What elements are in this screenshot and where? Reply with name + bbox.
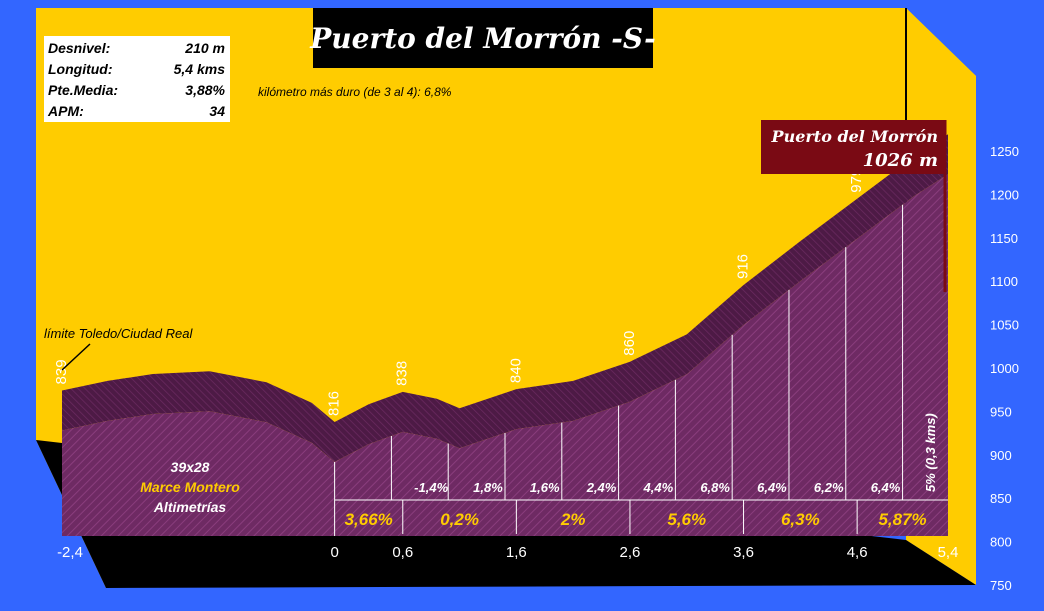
y-tick-label: 1050 bbox=[990, 318, 1019, 333]
km-gradient-label: 6,2% bbox=[814, 480, 844, 495]
km-gradient-label: 1,6% bbox=[530, 480, 560, 495]
y-tick-label: 1150 bbox=[990, 231, 1018, 246]
stats-box bbox=[44, 36, 230, 122]
stat-value: 3,88% bbox=[185, 82, 225, 98]
profile-front-face bbox=[62, 174, 948, 537]
y-tick-label: 800 bbox=[990, 535, 1012, 550]
y-tick-label: 950 bbox=[990, 404, 1012, 419]
y-tick-label: 1200 bbox=[990, 187, 1019, 202]
summit-name: Puerto del Morrón bbox=[771, 127, 938, 146]
km-gradient-label: 6,4% bbox=[757, 480, 787, 495]
section-gradient-label: 3,66% bbox=[345, 510, 393, 529]
summit-box bbox=[761, 120, 945, 174]
stat-label: Pte.Media: bbox=[48, 82, 118, 98]
altitude-label: 839 bbox=[53, 359, 70, 384]
km-gradient-label: -1,4% bbox=[414, 480, 448, 495]
section-gradient-label: 5,6% bbox=[667, 510, 706, 529]
y-tick-label: 1000 bbox=[990, 361, 1019, 376]
stat-value: 5,4 kms bbox=[174, 61, 226, 77]
stat-value: 34 bbox=[209, 103, 225, 119]
stat-label: APM: bbox=[47, 103, 84, 119]
stat-label: Longitud: bbox=[48, 61, 113, 77]
x-tick-label: 2,6 bbox=[620, 544, 641, 561]
altitude-label: 840 bbox=[507, 358, 524, 383]
km-gradient-label: 2,4% bbox=[586, 480, 617, 495]
y-tick-label: 850 bbox=[990, 491, 1012, 506]
x-tick-label: 1,6 bbox=[506, 544, 527, 561]
boundary-pointer bbox=[61, 343, 91, 371]
stat-value: 210 m bbox=[184, 40, 225, 56]
section-layer: 3,66% 0,2% 2% 5,6% 6,3% 5,87% bbox=[345, 500, 927, 534]
hardest-km-note: kilómetro más duro (de 3 al 4): 6,8% bbox=[258, 85, 452, 99]
y-tick-label: 1100 bbox=[990, 274, 1018, 289]
section-gradient-label: 0,2% bbox=[440, 510, 479, 529]
altitude-label: 916 bbox=[735, 254, 752, 279]
section-gradient-label: 6,3% bbox=[781, 510, 820, 529]
y-tick-label: 750 bbox=[990, 578, 1012, 593]
summit-altitude: 1026 m bbox=[863, 150, 938, 171]
axis-layer: 750 800 850 900 950 1000 1050 1100 1150 1200 1250 -… bbox=[57, 144, 1019, 593]
x-tick-label: 4,6 bbox=[847, 544, 868, 561]
km-gradient-label: 6,4% bbox=[871, 480, 901, 495]
credit-line2: Marce Montero bbox=[140, 479, 240, 495]
x-tick-label: 0,6 bbox=[392, 544, 413, 561]
boundary-note: límite Toledo/Ciudad Real bbox=[44, 326, 193, 341]
profile-top-surface bbox=[62, 134, 948, 463]
stat-label: Desnivel: bbox=[48, 40, 110, 56]
y-tick-label: 1250 bbox=[990, 144, 1019, 159]
x-tick-label: -2,4 bbox=[57, 544, 83, 561]
altitude-label: 860 bbox=[621, 331, 638, 356]
credit-line3: Altimetrías bbox=[153, 499, 227, 515]
y-tick-label: 900 bbox=[990, 448, 1012, 463]
km-gradient-label: 6,8% bbox=[700, 480, 730, 495]
km-gradient-label: 5% (0,3 kms) bbox=[923, 413, 938, 492]
km-gradient-label: 4,4% bbox=[643, 480, 674, 495]
altitude-label: 816 bbox=[326, 391, 343, 416]
altitude-label: 838 bbox=[394, 361, 411, 386]
section-gradient-label: 2% bbox=[560, 510, 586, 529]
title-box bbox=[313, 8, 653, 68]
section-gradient-label: 5,87% bbox=[878, 510, 926, 529]
credit-line1: 39x28 bbox=[171, 459, 210, 475]
x-tick-label: 5,4 bbox=[938, 544, 959, 561]
km-gradient-label: 1,8% bbox=[473, 480, 503, 495]
chart-title: Puerto del Morrón -S- bbox=[309, 22, 656, 55]
stats-table: Desnivel: 210 m Longitud: 5,4 kms Pte.Me… bbox=[47, 40, 226, 119]
x-tick-label: 3,6 bbox=[733, 544, 754, 561]
x-tick-label: 0 bbox=[330, 544, 338, 561]
